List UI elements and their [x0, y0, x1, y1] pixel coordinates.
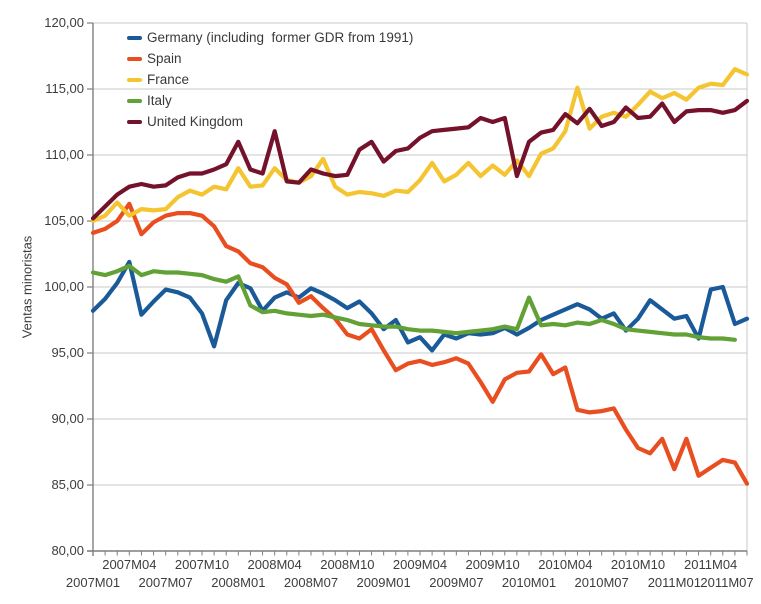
legend-marker-france	[127, 77, 142, 82]
legend-item: France	[127, 69, 413, 90]
legend-marker-spain	[127, 56, 142, 61]
legend-label: United Kingdom	[147, 114, 244, 129]
x-tick-label: 2007M04	[102, 557, 157, 572]
series-line-united-kingdom	[90, 98, 750, 221]
series-line-spain	[90, 201, 750, 486]
legend-label: France	[147, 72, 190, 87]
x-tick-label: 2010M07	[574, 575, 629, 590]
x-tick-label: 2007M10	[174, 557, 230, 572]
legend-item: United Kingdom	[127, 111, 413, 132]
x-tick-label: 2008M07	[283, 575, 339, 590]
x-tick-label: 2009M10	[465, 557, 520, 572]
y-tick-label: 110,00	[45, 147, 84, 162]
series-line-france	[90, 67, 750, 224]
x-tick-label: 2008M01	[211, 575, 266, 590]
legend-marker-germany	[127, 35, 142, 40]
legend-item: Germany (including former GDR from 1991)	[127, 27, 413, 48]
x-tick-label: 2010M01	[501, 575, 557, 590]
series-line-germany	[90, 259, 750, 353]
legend-item: Italy	[127, 90, 413, 111]
legend-label: Spain	[147, 51, 182, 66]
x-tick-label: 2008M04	[247, 557, 302, 572]
legend: Germany (including former GDR from 1991)…	[127, 27, 413, 132]
y-tick-label: 90,00	[51, 411, 84, 426]
x-tick-label: 2009M07	[429, 575, 484, 590]
y-tick-label: 115,00	[45, 81, 84, 96]
x-tick-label: 2011M07	[700, 575, 754, 590]
x-tick-label: 2010M10	[610, 557, 666, 572]
x-tick-label: 2009M01	[356, 575, 411, 590]
x-tick-label: 2007M07	[138, 575, 193, 590]
legend-label: Germany (including former GDR from 1991)	[147, 30, 414, 45]
legend-label: Italy	[147, 93, 172, 108]
y-tick-label: 120,00	[44, 15, 84, 30]
x-tick-label: 2011M04	[684, 557, 738, 572]
x-tick-label: 2009M04	[392, 557, 448, 572]
y-tick-label: 105,00	[44, 213, 84, 228]
legend-marker-united-kingdom	[127, 119, 142, 124]
y-tick-label: 80,00	[51, 543, 84, 558]
x-tick-label: 2008M10	[320, 557, 375, 572]
legend-marker-italy	[127, 98, 142, 103]
x-tick-label: 2007M01	[65, 575, 121, 590]
y-tick-label: 85,00	[51, 477, 84, 492]
series-line-italy	[90, 263, 738, 342]
y-tick-label: 100,00	[44, 279, 84, 294]
y-axis-title: Ventas minoristas	[19, 235, 35, 339]
x-tick-label: 2010M04	[538, 557, 593, 572]
x-tick-label: 2011M01	[647, 575, 701, 590]
y-tick-label: 95,00	[51, 345, 84, 360]
legend-item: Spain	[127, 48, 413, 69]
